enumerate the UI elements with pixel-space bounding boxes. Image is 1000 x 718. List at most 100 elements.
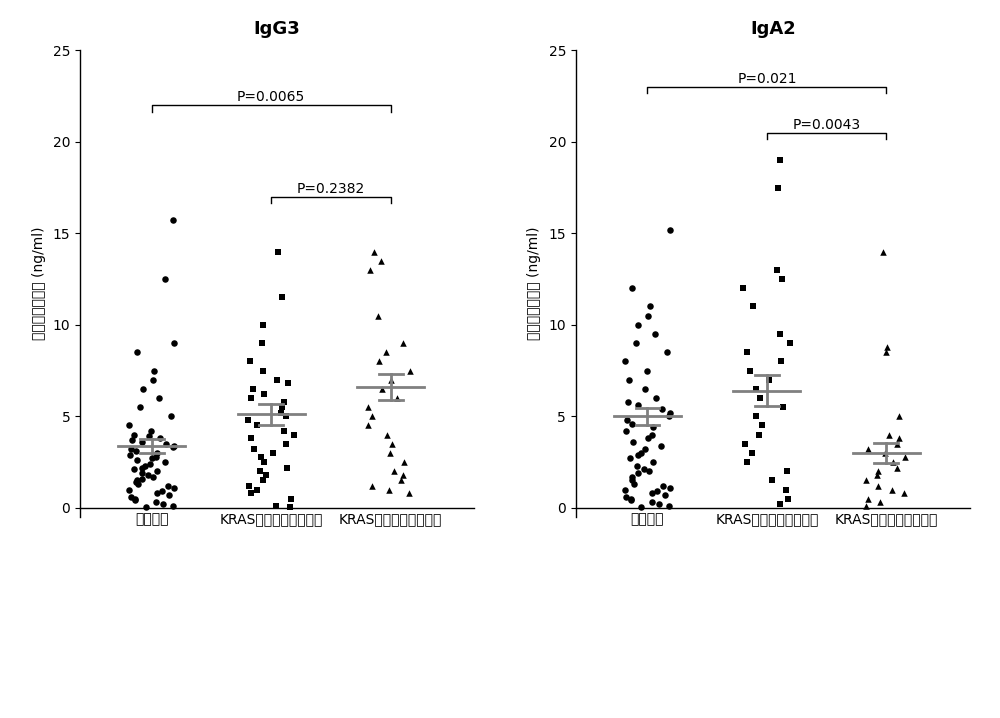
Point xyxy=(149,488,165,499)
Point xyxy=(745,301,761,312)
Point xyxy=(630,319,646,330)
Point xyxy=(381,484,397,495)
Point xyxy=(280,378,296,389)
Point xyxy=(744,447,760,459)
Point xyxy=(134,436,150,447)
Point xyxy=(364,480,380,492)
Point xyxy=(620,396,636,407)
Point xyxy=(274,401,290,413)
Point xyxy=(276,396,292,407)
Point xyxy=(379,429,395,440)
Point xyxy=(123,491,139,503)
Point xyxy=(129,454,145,466)
Point xyxy=(742,365,758,376)
Point xyxy=(782,337,798,349)
Point xyxy=(140,469,156,480)
Point xyxy=(891,411,907,422)
Point xyxy=(626,478,642,490)
Point xyxy=(145,471,161,482)
Point xyxy=(122,449,138,460)
Point xyxy=(166,482,182,493)
Point xyxy=(751,429,767,440)
Point xyxy=(254,337,270,349)
Point xyxy=(645,457,661,468)
Point xyxy=(256,388,272,400)
Point xyxy=(144,452,160,464)
Text: P=0.0043: P=0.0043 xyxy=(793,118,861,131)
Point xyxy=(648,392,664,404)
Point xyxy=(617,355,633,367)
Point xyxy=(748,383,764,395)
Point xyxy=(395,337,411,349)
Point xyxy=(881,429,897,440)
Point xyxy=(278,438,294,449)
Point xyxy=(748,411,764,422)
Point xyxy=(621,374,637,386)
Point xyxy=(628,337,644,349)
Point xyxy=(619,414,635,426)
Point xyxy=(360,401,376,413)
Point xyxy=(123,444,139,455)
Point xyxy=(764,475,780,486)
Point xyxy=(779,465,795,477)
Point xyxy=(630,467,646,479)
Point xyxy=(662,224,678,236)
Point xyxy=(860,444,876,455)
Point xyxy=(772,328,788,340)
Point xyxy=(897,451,913,462)
Point xyxy=(121,484,137,495)
Point xyxy=(283,493,299,505)
Point xyxy=(382,447,398,459)
Point xyxy=(130,478,146,490)
Point xyxy=(642,301,658,312)
Point xyxy=(659,347,675,358)
Point xyxy=(630,400,646,411)
Point xyxy=(651,498,667,510)
Text: P=0.0065: P=0.0065 xyxy=(237,90,305,104)
Point xyxy=(141,431,157,442)
Point xyxy=(137,460,153,472)
Point xyxy=(891,432,907,444)
Point xyxy=(654,404,670,415)
Point xyxy=(286,429,302,440)
Point xyxy=(166,440,182,452)
Point xyxy=(655,480,671,492)
Point xyxy=(877,447,893,459)
Point xyxy=(774,274,790,285)
Point xyxy=(134,462,150,473)
Point xyxy=(769,264,785,276)
Point xyxy=(889,438,905,449)
Point xyxy=(884,484,900,495)
Point xyxy=(278,411,294,422)
Point xyxy=(389,392,405,404)
Point xyxy=(149,447,165,459)
Point xyxy=(241,480,257,492)
Point xyxy=(624,282,640,294)
Point xyxy=(129,347,145,358)
Point xyxy=(754,420,770,432)
Point xyxy=(396,457,412,468)
Point xyxy=(282,501,298,513)
Point xyxy=(157,274,173,285)
Point xyxy=(362,264,378,276)
Point xyxy=(253,451,269,462)
Point xyxy=(636,464,652,475)
Point xyxy=(132,401,148,413)
Point xyxy=(889,462,905,473)
Point xyxy=(624,471,640,482)
Point xyxy=(255,319,271,330)
Point xyxy=(256,457,272,468)
Point xyxy=(258,469,274,480)
Point xyxy=(384,438,400,449)
Point xyxy=(637,383,653,395)
Point xyxy=(778,484,794,495)
Text: P=0.021: P=0.021 xyxy=(737,72,797,86)
Point xyxy=(243,392,259,404)
Point xyxy=(255,475,271,486)
Point xyxy=(246,444,262,455)
Point xyxy=(270,246,286,257)
Point xyxy=(126,464,142,475)
Point xyxy=(249,420,265,432)
Point xyxy=(640,310,656,322)
Point xyxy=(269,374,285,386)
